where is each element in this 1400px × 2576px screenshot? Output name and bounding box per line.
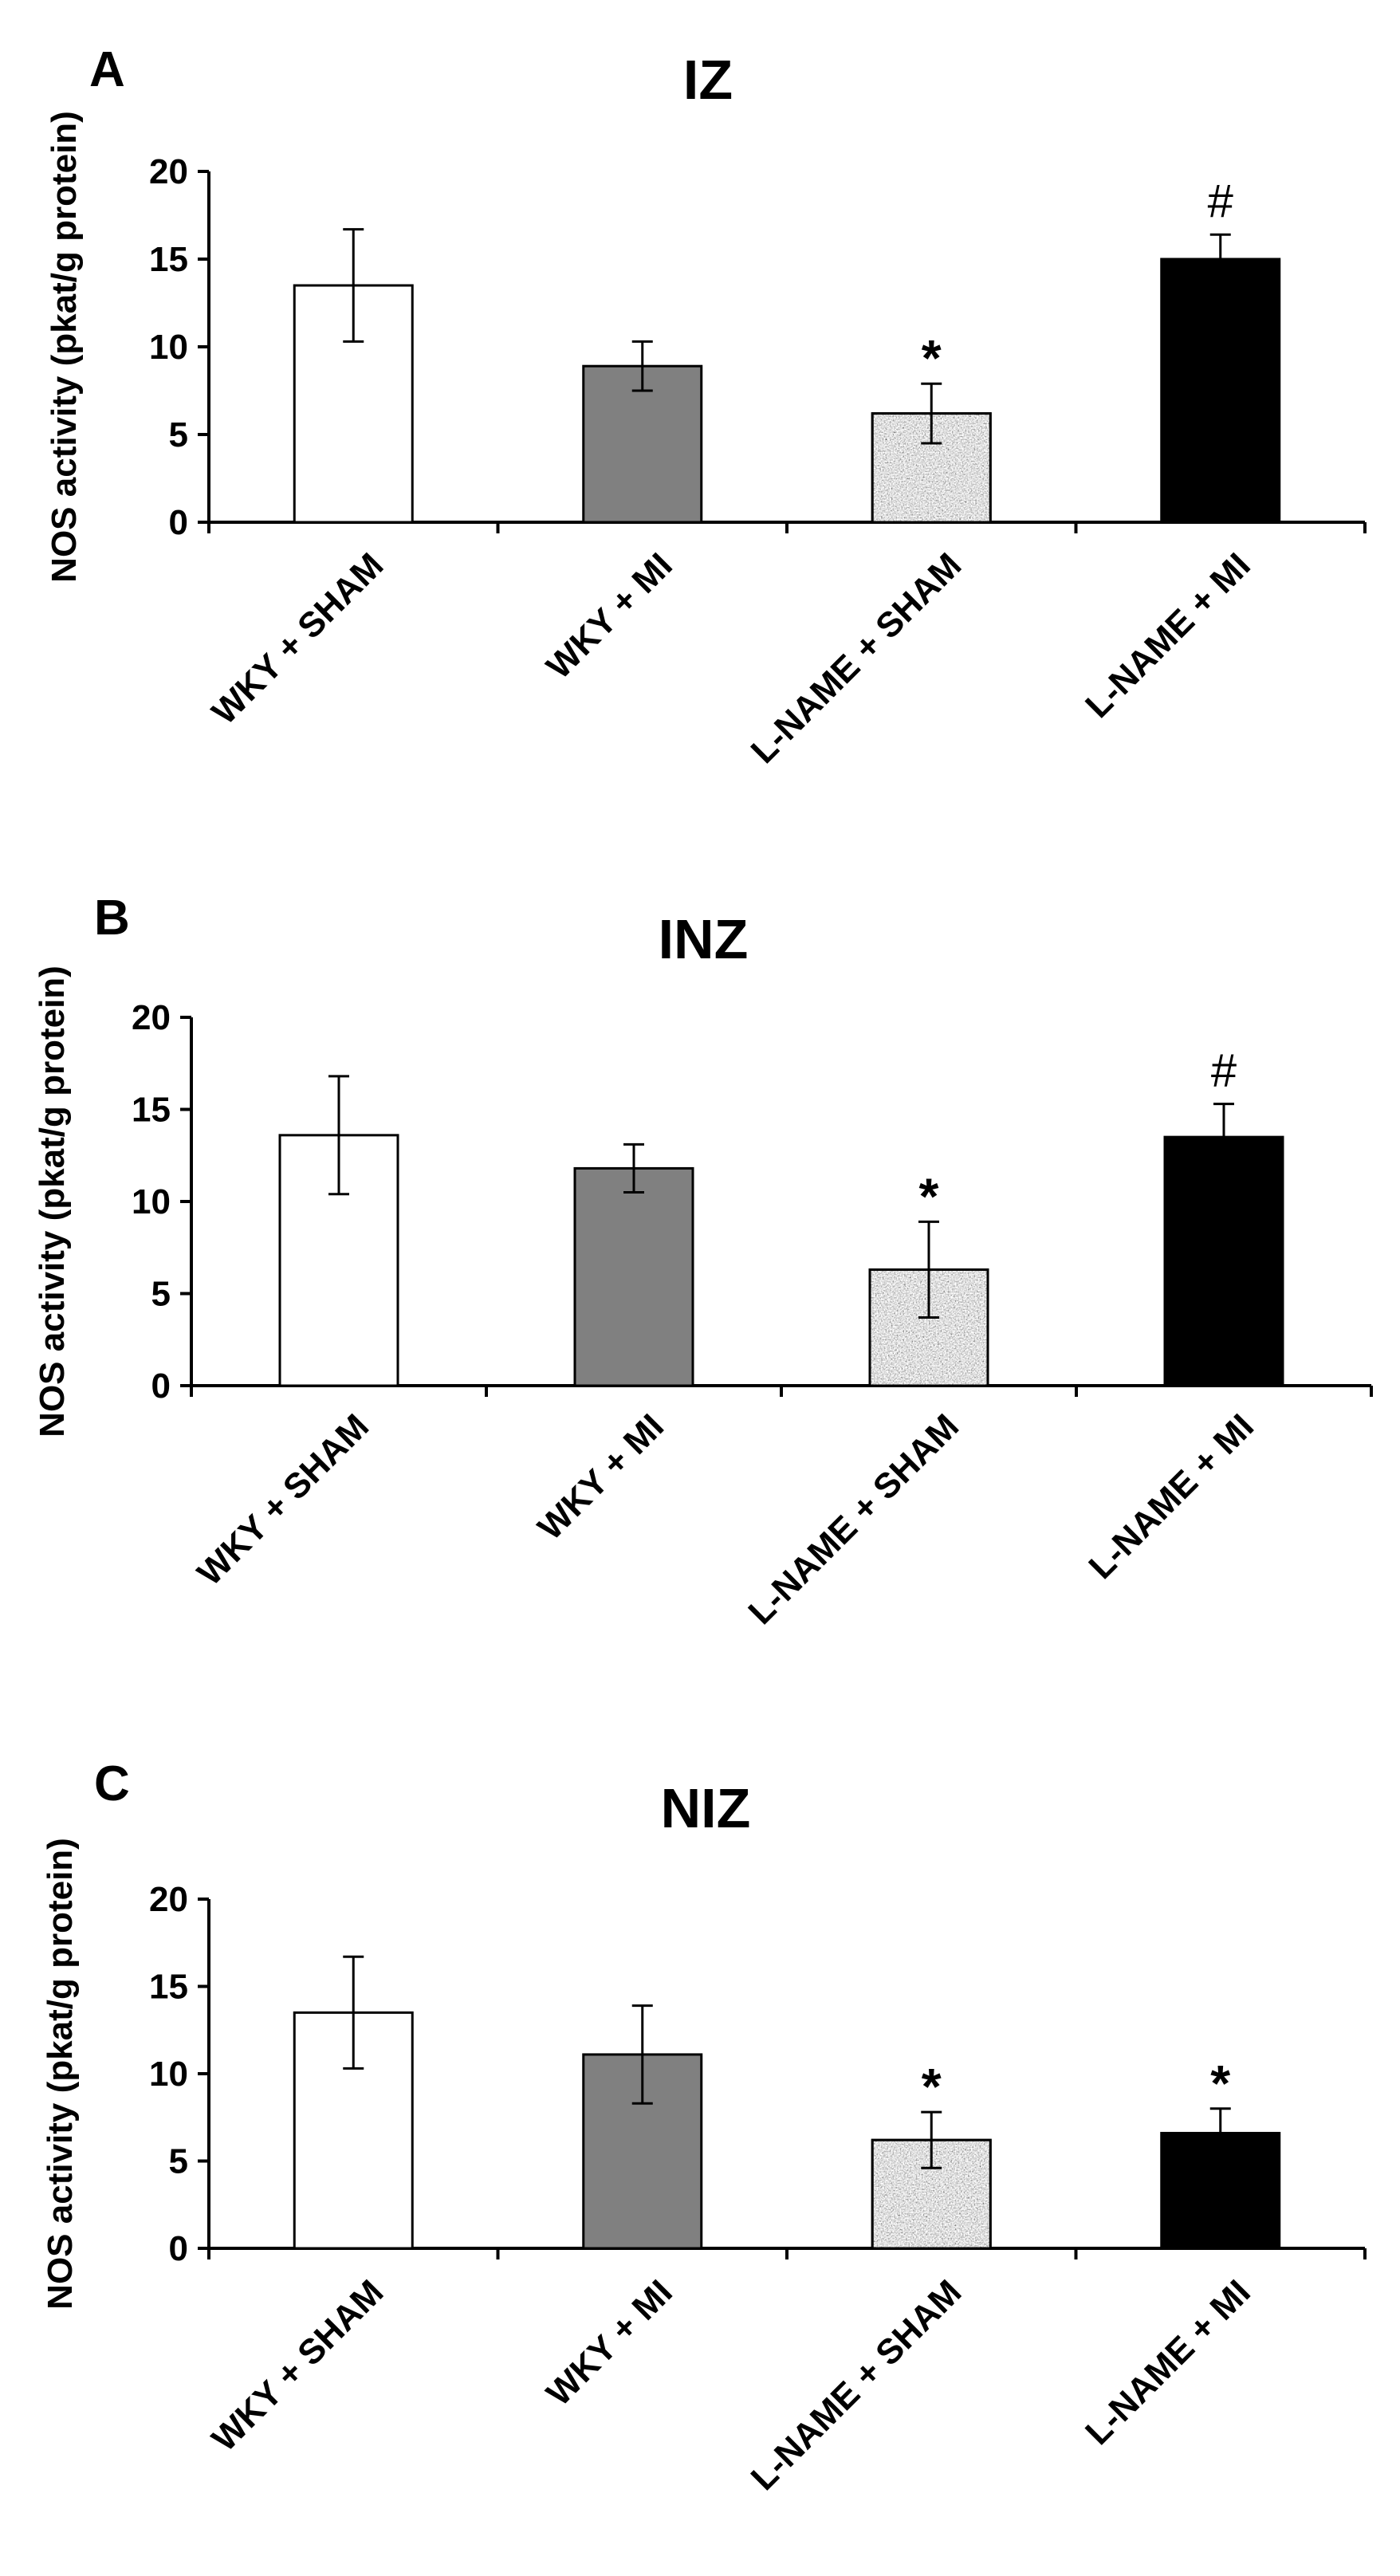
significance-marker: # (1211, 1045, 1237, 1097)
bar-3 (871, 2110, 992, 2250)
bar-3 (871, 382, 992, 524)
bar-1 (278, 1075, 399, 1387)
significance-marker: * (922, 2058, 942, 2115)
y-tick-label: 0 (169, 2229, 188, 2268)
bar-2 (573, 1142, 694, 1387)
y-tick-label: 10 (132, 1182, 171, 1221)
bar-rect (1160, 258, 1281, 524)
panel-letter: C (94, 1756, 130, 1811)
y-axis-label: NOS activity (pkat/g protein) (45, 111, 84, 583)
x-category-label: L-NAME + SHAM (744, 2272, 969, 2498)
x-category-label: L-NAME + MI (1081, 1406, 1261, 1587)
y-tick-label: 0 (151, 1367, 171, 1406)
chart-panel-a: A IZ NOS activity (pkat/g protein) 0 5 10 15 20… (45, 42, 1367, 771)
x-category-label: WKY + SHAM (205, 545, 391, 732)
bar-1 (293, 228, 414, 524)
y-tick-label: 15 (132, 1091, 171, 1130)
x-category-label: WKY + SHAM (205, 2272, 391, 2459)
y-tick-label: 5 (169, 415, 188, 454)
significance-marker: * (922, 329, 942, 387)
panel-letter: A (89, 42, 125, 97)
bar-rect (1163, 1135, 1284, 1387)
y-tick-label: 10 (149, 2055, 188, 2094)
bar-2 (582, 340, 703, 524)
y-tick-label: 20 (149, 152, 188, 191)
y-tick-label: 10 (149, 328, 188, 367)
bar-2 (582, 2004, 703, 2250)
x-category-label: WKY + MI (539, 545, 680, 686)
y-tick-label: 0 (169, 503, 188, 542)
bar-1 (293, 1955, 414, 2250)
chart-title: INZ (659, 908, 749, 970)
bar-rect (573, 1166, 694, 1387)
y-tick-label: 20 (149, 1880, 188, 1919)
y-tick-label: 15 (149, 1968, 188, 2007)
bar-4 (1160, 2107, 1281, 2250)
significance-marker: * (919, 1167, 939, 1225)
y-axis-label: NOS activity (pkat/g protein) (33, 966, 72, 1437)
x-category-label: L-NAME + SHAM (744, 545, 969, 771)
x-category-label: L-NAME + MI (1078, 2272, 1258, 2452)
panels-container: A IZ NOS activity (pkat/g protein) 0 5 10 15 20… (33, 42, 1373, 2498)
chart-panel-b: B INZ NOS activity (pkat/g protein) 0 5 10 15 2… (33, 891, 1373, 1632)
bar-rect (582, 364, 703, 524)
y-axis-label: NOS activity (pkat/g protein) (41, 1838, 80, 2310)
x-category-label: L-NAME + MI (1078, 545, 1258, 726)
bar-3 (868, 1220, 989, 1387)
y-tick-label: 5 (151, 1275, 171, 1314)
x-category-label: L-NAME + SHAM (741, 1406, 966, 1632)
significance-marker: * (1210, 2055, 1230, 2112)
y-tick-label: 5 (169, 2142, 188, 2181)
chart-title: IZ (683, 49, 733, 111)
bar-4 (1163, 1103, 1284, 1387)
panel-letter: B (94, 891, 130, 946)
chart-title: NIZ (661, 1777, 751, 1839)
x-category-label: WKY + MI (539, 2272, 680, 2413)
significance-marker: # (1208, 175, 1233, 227)
bar-4 (1160, 233, 1281, 524)
x-category-label: WKY + SHAM (190, 1406, 376, 1593)
y-tick-label: 15 (149, 240, 188, 279)
x-category-label: WKY + MI (530, 1406, 671, 1548)
y-tick-label: 20 (132, 998, 171, 1037)
chart-panel-c: C NIZ NOS activity (pkat/g protein) 0 5 10 15 2… (41, 1756, 1367, 2498)
